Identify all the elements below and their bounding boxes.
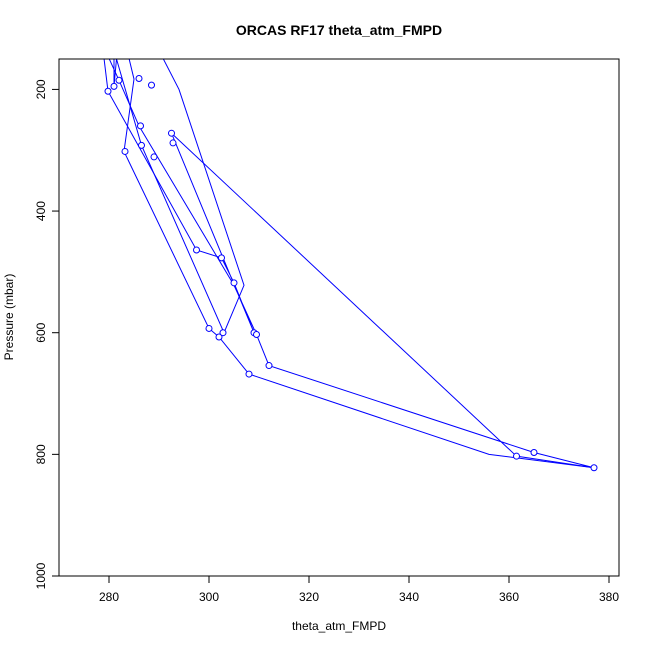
data-point <box>121 147 129 155</box>
data-point <box>219 329 227 337</box>
data-point <box>193 246 200 254</box>
x-tick-label: 300 <box>199 590 219 604</box>
data-point <box>205 324 213 332</box>
data-point <box>253 331 260 339</box>
series-line-1 <box>103 59 595 469</box>
series-line-2 <box>123 59 595 469</box>
data-point <box>148 81 155 89</box>
y-axis: 200 400 600 800 1000 <box>34 79 59 589</box>
data-point <box>513 452 520 460</box>
data-point <box>137 122 144 130</box>
data-point <box>590 464 598 472</box>
y-tick-label: 800 <box>34 444 48 464</box>
plot-frame <box>58 58 620 577</box>
x-axis-label: theta_atm_FMPD <box>292 619 386 633</box>
data-point <box>530 449 538 457</box>
points-layer <box>104 74 598 472</box>
x-tick-label: 280 <box>99 590 119 604</box>
data-point <box>169 139 177 147</box>
series-layer <box>103 59 595 469</box>
y-axis-label: Pressure (mbar) <box>2 274 16 361</box>
data-point <box>218 254 225 262</box>
data-point <box>215 333 223 341</box>
data-point <box>115 76 123 84</box>
x-tick-label: 380 <box>599 590 619 604</box>
data-point <box>245 370 253 378</box>
x-tick-label: 340 <box>399 590 419 604</box>
y-tick-label: 400 <box>34 201 48 221</box>
y-tick-label: 1000 <box>34 562 48 589</box>
chart-title: ORCAS RF17 theta_atm_FMPD <box>236 22 442 38</box>
x-tick-label: 360 <box>499 590 519 604</box>
data-point <box>150 153 158 161</box>
data-point <box>168 129 175 137</box>
x-tick-label: 320 <box>299 590 319 604</box>
data-point <box>110 82 118 90</box>
y-tick-label: 600 <box>34 322 48 342</box>
data-point <box>135 74 143 82</box>
data-point <box>104 87 112 95</box>
x-axis: 280 300 320 340 360 380 <box>99 576 619 604</box>
data-point <box>230 279 238 287</box>
y-tick-label: 200 <box>34 79 48 99</box>
data-point <box>265 362 273 370</box>
data-point <box>138 141 145 149</box>
